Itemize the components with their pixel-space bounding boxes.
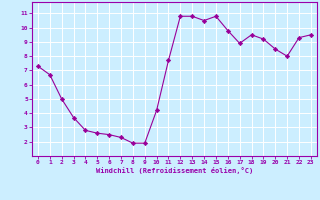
- X-axis label: Windchill (Refroidissement éolien,°C): Windchill (Refroidissement éolien,°C): [96, 167, 253, 174]
